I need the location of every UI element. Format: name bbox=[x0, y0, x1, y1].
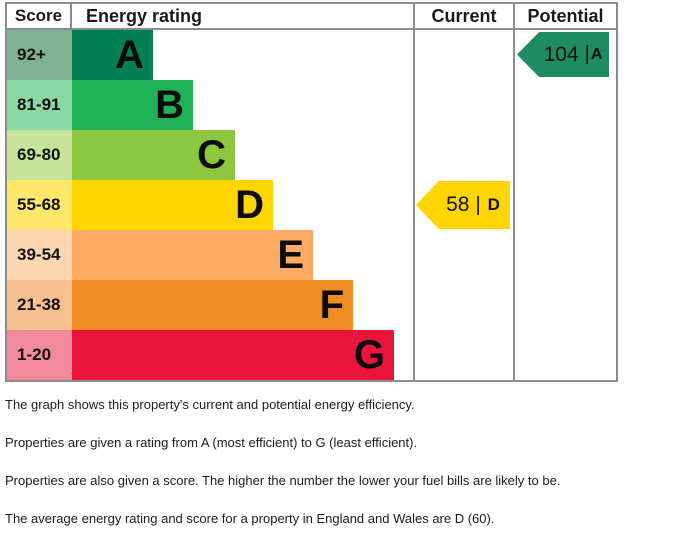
potential-rating-arrow: 104 | A bbox=[517, 32, 609, 77]
band-row-a: 92+ A bbox=[7, 30, 413, 80]
band-bar-a: A bbox=[72, 30, 153, 80]
band-letter-d: D bbox=[235, 182, 264, 227]
header-divider bbox=[7, 28, 616, 30]
band-score-g: 1-20 bbox=[7, 330, 72, 380]
band-bar-d: D bbox=[72, 180, 273, 230]
footnote-average-rating: The average energy rating and score for … bbox=[5, 511, 495, 526]
header-potential: Potential bbox=[527, 6, 604, 26]
header-score: Score bbox=[7, 4, 72, 28]
band-letter-g: G bbox=[353, 332, 385, 377]
current-rating-letter: D bbox=[487, 195, 500, 214]
current-rating-arrow: 58 | D bbox=[416, 181, 510, 229]
footnote-score-explanation: Properties are also given a score. The h… bbox=[5, 473, 561, 488]
band-score-c: 69-80 bbox=[7, 130, 72, 180]
potential-rating-letter: A bbox=[590, 45, 603, 63]
band-bar-c: C bbox=[72, 130, 235, 180]
band-row-f: 21-38 F bbox=[7, 280, 413, 330]
band-row-e: 39-54 E bbox=[7, 230, 413, 280]
header-current: Current bbox=[431, 6, 497, 26]
band-row-c: 69-80 C bbox=[7, 130, 413, 180]
band-score-a: 92+ bbox=[7, 30, 72, 80]
footnote-graph-description: The graph shows this property's current … bbox=[5, 397, 415, 412]
current-separator: | bbox=[475, 193, 481, 216]
band-bar-b: B bbox=[72, 80, 193, 130]
band-letter-b: B bbox=[155, 82, 184, 127]
rating-bands: 92+ A 81-91 B 69-80 C 55-68 D 39-54 bbox=[7, 30, 413, 380]
band-score-f: 21-38 bbox=[7, 280, 72, 330]
band-bar-f: F bbox=[72, 280, 353, 330]
band-row-d: 55-68 D bbox=[7, 180, 413, 230]
epc-rating-chart: Score Energy rating Current Potential 92… bbox=[5, 2, 618, 382]
potential-separator: | bbox=[584, 43, 590, 65]
band-row-b: 81-91 B bbox=[7, 80, 413, 130]
band-letter-c: C bbox=[197, 132, 226, 177]
band-letter-a: A bbox=[115, 32, 144, 77]
band-letter-f: F bbox=[319, 282, 344, 327]
band-bar-g: G bbox=[72, 330, 394, 380]
band-row-g: 1-20 G bbox=[7, 330, 413, 380]
current-score-value: 58 bbox=[446, 193, 470, 216]
current-column: Current bbox=[413, 4, 513, 380]
band-score-d: 55-68 bbox=[7, 180, 72, 230]
band-score-b: 81-91 bbox=[7, 80, 72, 130]
header-energy-rating: Energy rating bbox=[86, 6, 203, 26]
footnote-rating-scale: Properties are given a rating from A (mo… bbox=[5, 435, 418, 450]
potential-score-value: 104 bbox=[543, 42, 579, 66]
band-letter-e: E bbox=[277, 232, 304, 277]
band-bar-e: E bbox=[72, 230, 313, 280]
potential-column: Potential bbox=[513, 4, 616, 380]
band-score-e: 39-54 bbox=[7, 230, 72, 280]
